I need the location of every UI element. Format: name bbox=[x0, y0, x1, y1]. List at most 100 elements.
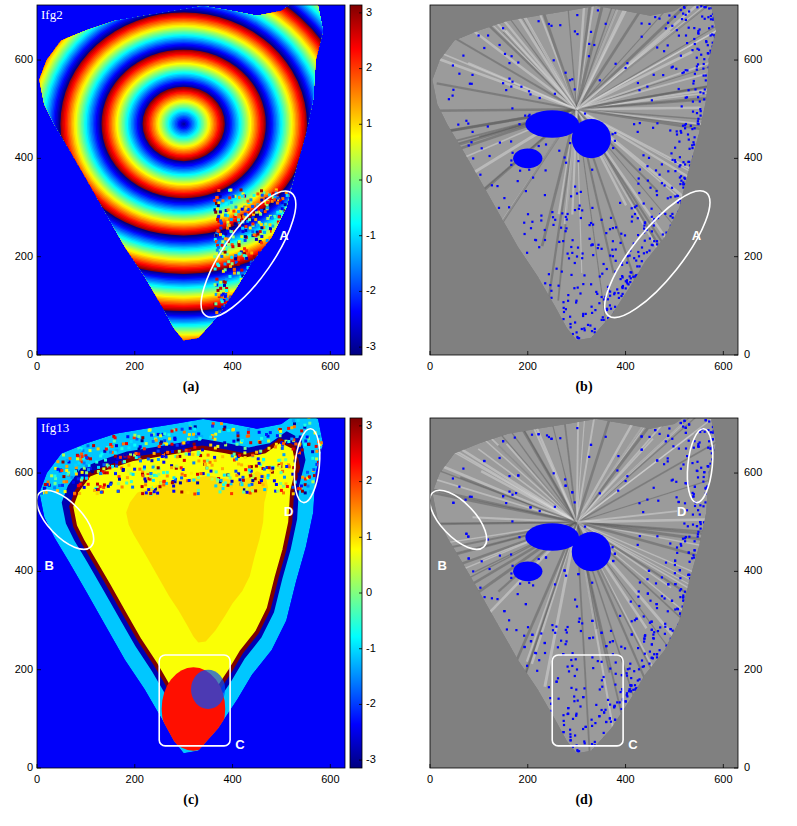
noise bbox=[286, 485, 289, 488]
coherent-pixel bbox=[591, 169, 593, 171]
coherent-pixel bbox=[685, 123, 687, 125]
coherent-pixel bbox=[545, 169, 547, 171]
noise bbox=[292, 492, 295, 495]
noise bbox=[306, 436, 309, 439]
noise bbox=[65, 480, 68, 483]
fringe bbox=[37, 5, 345, 355]
fringe bbox=[162, 104, 206, 144]
coherent-pixel bbox=[559, 24, 561, 26]
noise bbox=[279, 434, 282, 437]
noise bbox=[137, 435, 140, 438]
noise bbox=[175, 465, 178, 468]
noise bbox=[64, 490, 67, 493]
coherent-pixel bbox=[629, 281, 631, 283]
noise bbox=[311, 450, 314, 453]
x-tick bbox=[330, 764, 331, 768]
noise bbox=[117, 482, 120, 485]
colorbar-tick-label: -3 bbox=[366, 753, 376, 765]
x-tick bbox=[37, 764, 38, 768]
fringe bbox=[176, 117, 191, 130]
noise bbox=[255, 211, 258, 214]
coherent-pixel bbox=[529, 93, 531, 95]
x-tick bbox=[723, 351, 724, 355]
x-tick-label: 600 bbox=[714, 360, 732, 372]
coherent-pixel bbox=[574, 321, 576, 323]
noise bbox=[248, 465, 251, 468]
coherent-pixel bbox=[560, 227, 562, 229]
noise bbox=[158, 445, 161, 448]
coherent-pixel bbox=[667, 170, 669, 172]
coherent-pixel bbox=[617, 292, 619, 294]
coherent-pixel bbox=[524, 233, 526, 235]
x-tick-label: 600 bbox=[321, 773, 339, 785]
fringe bbox=[37, 5, 345, 282]
coherent-pixel bbox=[508, 206, 510, 208]
fringe bbox=[37, 5, 345, 355]
coherent-pixel bbox=[653, 74, 655, 76]
fringe bbox=[37, 5, 345, 335]
coherent-pixel bbox=[589, 324, 591, 326]
coherent-pixel bbox=[612, 147, 614, 149]
noise bbox=[213, 303, 216, 306]
noise bbox=[287, 427, 290, 430]
noise bbox=[206, 467, 209, 470]
fringe bbox=[68, 19, 300, 229]
coherent-pixel bbox=[538, 145, 540, 147]
colorbar-tick-label: -3 bbox=[366, 340, 376, 352]
noise bbox=[216, 263, 219, 266]
noise bbox=[230, 485, 233, 488]
coherent-pixel bbox=[564, 156, 566, 158]
fringe bbox=[84, 34, 283, 215]
terrain-ridge bbox=[577, 5, 737, 109]
noise bbox=[249, 441, 252, 444]
noise bbox=[233, 269, 236, 272]
coherent-pixel bbox=[502, 82, 504, 84]
noise bbox=[53, 486, 56, 489]
noise bbox=[162, 483, 165, 486]
coherent-pixel bbox=[656, 240, 658, 242]
noise bbox=[106, 471, 109, 474]
colorbar-tick-label: 0 bbox=[366, 173, 372, 185]
fringe bbox=[66, 18, 301, 230]
coherent-pixel bbox=[692, 156, 694, 158]
terrain-ridge bbox=[467, 5, 576, 109]
coherent-pixel bbox=[664, 213, 666, 215]
noise bbox=[115, 465, 118, 468]
fringe bbox=[37, 5, 345, 355]
coherent-pixel bbox=[631, 216, 633, 218]
phase-south-inner bbox=[191, 670, 225, 709]
noise bbox=[121, 486, 124, 489]
noise bbox=[309, 490, 312, 493]
noise bbox=[241, 196, 244, 199]
coherent-pixel bbox=[452, 95, 454, 97]
colorbar-tick-label: 0 bbox=[366, 586, 372, 598]
coherent-pixel bbox=[638, 265, 640, 267]
fringe bbox=[37, 5, 345, 296]
noise bbox=[247, 434, 250, 437]
coherent-pixel bbox=[646, 251, 648, 253]
coherent-pixel bbox=[578, 337, 580, 339]
coherent-pixel bbox=[641, 22, 643, 24]
noise bbox=[262, 459, 265, 462]
noise bbox=[216, 196, 219, 199]
fringe bbox=[37, 5, 345, 343]
coherent-pixel bbox=[517, 61, 519, 63]
coherent-pixel bbox=[641, 246, 643, 248]
x-tick bbox=[625, 351, 626, 355]
coherent-area bbox=[525, 110, 579, 138]
noise bbox=[220, 297, 223, 300]
noise bbox=[114, 472, 117, 475]
coherent-pixel bbox=[619, 202, 621, 204]
noise bbox=[120, 447, 123, 450]
noise bbox=[243, 254, 246, 257]
fringe bbox=[60, 12, 306, 235]
noise bbox=[241, 208, 244, 211]
coherent-pixel bbox=[679, 156, 681, 158]
coherent-pixel bbox=[462, 55, 464, 57]
plot-area bbox=[430, 5, 738, 355]
noise bbox=[108, 466, 111, 469]
coherent-pixel bbox=[702, 68, 704, 70]
noise bbox=[232, 428, 235, 431]
noise bbox=[165, 443, 168, 446]
noise bbox=[231, 480, 234, 483]
